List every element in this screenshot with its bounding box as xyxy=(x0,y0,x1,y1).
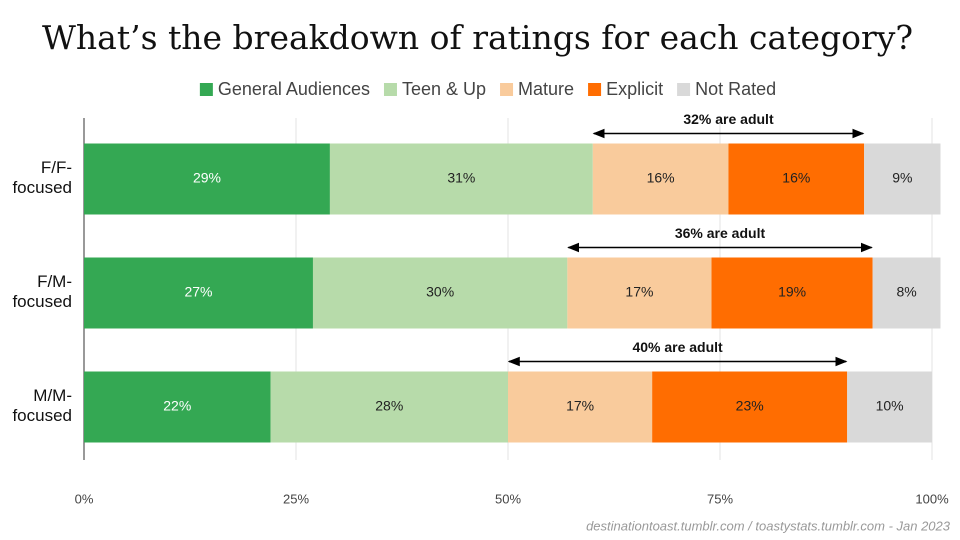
bar-segment xyxy=(567,257,712,329)
bar-segment xyxy=(711,257,873,329)
annotation: 32% are adult xyxy=(683,111,774,127)
legend-swatch xyxy=(383,83,397,96)
data-label: 9% xyxy=(892,170,912,186)
bar-segment xyxy=(84,371,271,443)
chart-title: What’s the breakdown of ratings for each… xyxy=(42,18,913,57)
data-label: 23% xyxy=(736,398,764,414)
bar-segment xyxy=(84,143,330,215)
data-label: 17% xyxy=(625,284,653,300)
data-label: 16% xyxy=(782,170,810,186)
bar-segment xyxy=(592,143,729,215)
bar-segment xyxy=(847,371,932,443)
bar-segment xyxy=(872,257,941,329)
bar-segment xyxy=(312,257,568,329)
legend-label: Not Rated xyxy=(695,79,776,99)
legend-label: General Audiences xyxy=(218,79,370,99)
legend-swatch xyxy=(677,83,691,96)
bar-segment xyxy=(270,371,508,443)
y-tick-label: M/M-focused xyxy=(12,386,72,425)
data-label: 8% xyxy=(896,284,916,300)
legend-swatch xyxy=(588,83,602,96)
x-tick-label: 0% xyxy=(75,491,94,506)
source-note: destinationtoast.tumblr.com / toastystat… xyxy=(586,518,951,533)
bar-segment xyxy=(329,143,593,215)
legend-swatch xyxy=(500,83,514,96)
data-label: 22% xyxy=(163,398,191,414)
data-label: 17% xyxy=(566,398,594,414)
bar-segment xyxy=(508,371,653,443)
data-label: 16% xyxy=(647,170,675,186)
data-label: 29% xyxy=(193,170,221,186)
bar-segment xyxy=(652,371,848,443)
annotation: 40% are adult xyxy=(632,339,723,355)
data-label: 19% xyxy=(778,284,806,300)
y-tick-label: F/M-focused xyxy=(12,272,72,311)
data-label: 27% xyxy=(184,284,212,300)
legend-label: Mature xyxy=(518,79,574,99)
bar-segment xyxy=(728,143,865,215)
bar-segment xyxy=(864,143,941,215)
x-tick-label: 25% xyxy=(283,491,309,506)
legend-label: Explicit xyxy=(606,79,663,99)
y-tick-label: F/F-focused xyxy=(12,158,72,197)
annotation: 36% are adult xyxy=(675,225,766,241)
bar-segment xyxy=(84,257,313,329)
legend-label: Teen & Up xyxy=(402,79,486,99)
x-tick-label: 50% xyxy=(495,491,521,506)
data-label: 30% xyxy=(426,284,454,300)
data-label: 31% xyxy=(447,170,475,186)
legend-swatch xyxy=(199,83,213,96)
data-label: 10% xyxy=(876,398,904,414)
x-tick-label: 75% xyxy=(707,491,733,506)
x-tick-label: 100% xyxy=(915,491,949,506)
legend: General Audiences Teen & Up Mature Explicit… xyxy=(199,79,776,99)
data-label: 28% xyxy=(375,398,403,414)
